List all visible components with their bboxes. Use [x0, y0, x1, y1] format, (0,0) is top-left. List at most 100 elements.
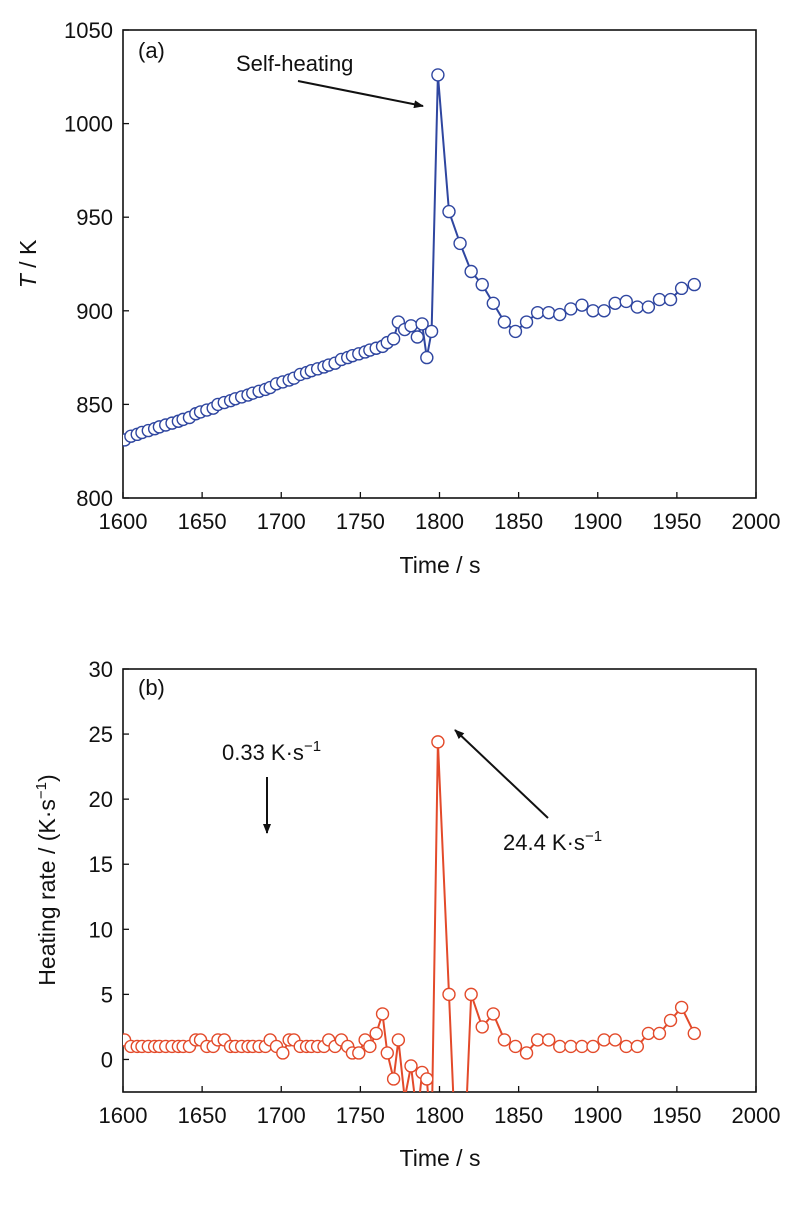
- series-line: [123, 741, 696, 1092]
- data-point: [464, 264, 478, 279]
- y-tick-label: 1000: [64, 112, 113, 137]
- data-point: [410, 330, 425, 344]
- y-tick-label: 20: [89, 787, 113, 812]
- data-point: [486, 1007, 501, 1021]
- data-point: [530, 1033, 545, 1047]
- data-point: [586, 1039, 600, 1054]
- panel-a: 1600 1650 1700 1750 1800 1850 1900 1950 2000 800…: [15, 18, 780, 578]
- y-tick-label: 950: [76, 205, 113, 230]
- data-point: [431, 68, 445, 82]
- panel-label-a: (a): [138, 38, 165, 63]
- data-point: [663, 1013, 678, 1028]
- x-tick-label: 1650: [178, 1103, 227, 1128]
- data-point: [453, 236, 467, 251]
- data-point: [608, 1033, 622, 1047]
- x-tick-label: 1850: [494, 509, 543, 534]
- x-axis-label-b: Time / s: [400, 1145, 481, 1171]
- data-point: [597, 304, 611, 318]
- data-point: [404, 1059, 418, 1073]
- x-tick-label: 1850: [494, 1103, 543, 1128]
- data-point: [564, 1039, 578, 1054]
- x-tick-label: 2000: [732, 509, 781, 534]
- data-point: [497, 315, 512, 329]
- data-point: [530, 305, 545, 320]
- data-point: [415, 317, 429, 331]
- data-point: [619, 1039, 633, 1054]
- annotation-arrow-peak-rate: [454, 729, 549, 819]
- y-tick-label: 900: [76, 299, 113, 324]
- data-point: [687, 1026, 701, 1041]
- data-point: [508, 324, 523, 339]
- data-point: [475, 277, 489, 292]
- y-ticks-b: 0 5 10 15 20 25 30: [89, 657, 129, 1072]
- annotation-peak-rate: 24.4 K·s−1: [503, 828, 602, 855]
- series-b: [123, 735, 701, 1092]
- data-point: [608, 296, 622, 311]
- data-point: [431, 735, 445, 749]
- y-tick-label: 850: [76, 392, 113, 417]
- data-point: [486, 296, 501, 311]
- y-tick-label: 30: [89, 657, 113, 682]
- data-point: [663, 292, 678, 307]
- x-tick-label: 1950: [652, 1103, 701, 1128]
- x-tick-label: 1900: [573, 509, 622, 534]
- data-point: [519, 315, 534, 329]
- y-tick-label: 15: [89, 852, 113, 877]
- data-point: [508, 1039, 523, 1054]
- data-point: [553, 307, 567, 322]
- data-point: [541, 305, 556, 320]
- data-point: [497, 1033, 512, 1047]
- data-point: [363, 1039, 377, 1054]
- data-point: [652, 292, 667, 307]
- panel-label-b: (b): [138, 675, 165, 700]
- data-point: [641, 1026, 656, 1041]
- panel-b: 1600 1650 1700 1750 1800 1850 1900 1950 2000 0 5 1…: [33, 657, 780, 1171]
- y-tick-label: 25: [89, 722, 113, 747]
- data-point: [442, 204, 456, 219]
- x-tick-label: 1650: [178, 509, 227, 534]
- x-tick-label: 1600: [99, 509, 148, 534]
- x-tick-label: 1750: [336, 509, 385, 534]
- annotation-arrow-self-heating: [297, 80, 424, 109]
- y-tick-label: 1050: [64, 18, 113, 43]
- data-point: [475, 1020, 489, 1034]
- data-point: [630, 300, 645, 314]
- data-point: [630, 1039, 645, 1054]
- data-point: [597, 1033, 611, 1047]
- y-tick-label: 5: [101, 982, 113, 1007]
- data-point: [674, 281, 689, 296]
- data-point: [674, 1000, 689, 1015]
- x-tick-label: 1700: [257, 509, 306, 534]
- annotation-base-rate: 0.33 K·s−1: [222, 738, 321, 765]
- data-point: [369, 1026, 383, 1041]
- x-ticks-a: 1600 1650 1700 1750 1800 1850 1900 1950 2000: [99, 492, 781, 534]
- data-point: [386, 1072, 401, 1086]
- data-point: [575, 1039, 589, 1054]
- x-tick-label: 1900: [573, 1103, 622, 1128]
- data-point: [652, 1026, 667, 1041]
- x-tick-label: 1950: [652, 509, 701, 534]
- data-point: [575, 298, 589, 312]
- y-tick-label: 0: [101, 1047, 113, 1072]
- data-point: [519, 1046, 534, 1060]
- y-tick-label: 800: [76, 486, 113, 511]
- x-ticks-b: 1600 1650 1700 1750 1800 1850 1900 1950 2000: [99, 1086, 780, 1128]
- data-point: [553, 1039, 567, 1054]
- data-point: [641, 300, 656, 314]
- data-point: [380, 1046, 394, 1060]
- data-point: [424, 324, 439, 339]
- data-point: [420, 1072, 434, 1086]
- annotation-self-heating: Self-heating: [236, 51, 353, 76]
- data-point: [403, 1091, 407, 1092]
- x-tick-label: 1800: [415, 1103, 464, 1128]
- data-point: [541, 1033, 556, 1047]
- y-ticks-a: 800 850 900 950 1000 1050: [64, 18, 129, 511]
- data-point: [442, 987, 456, 1002]
- data-point: [564, 302, 578, 316]
- data-point: [586, 304, 600, 318]
- x-tick-label: 1600: [99, 1103, 148, 1128]
- data-point: [404, 319, 418, 333]
- data-point: [276, 1046, 290, 1060]
- data-point: [386, 332, 401, 346]
- data-point: [464, 987, 478, 1002]
